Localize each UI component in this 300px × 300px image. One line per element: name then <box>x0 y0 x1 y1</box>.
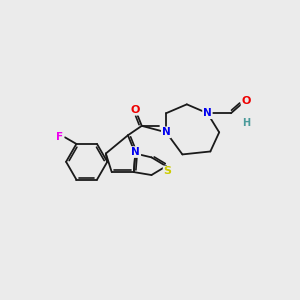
Text: O: O <box>130 105 140 115</box>
Text: N: N <box>203 108 212 118</box>
Text: N: N <box>131 147 140 157</box>
Text: H: H <box>242 118 250 128</box>
Text: O: O <box>242 96 251 106</box>
Text: S: S <box>164 167 172 176</box>
Text: F: F <box>56 132 64 142</box>
Text: N: N <box>162 127 171 137</box>
